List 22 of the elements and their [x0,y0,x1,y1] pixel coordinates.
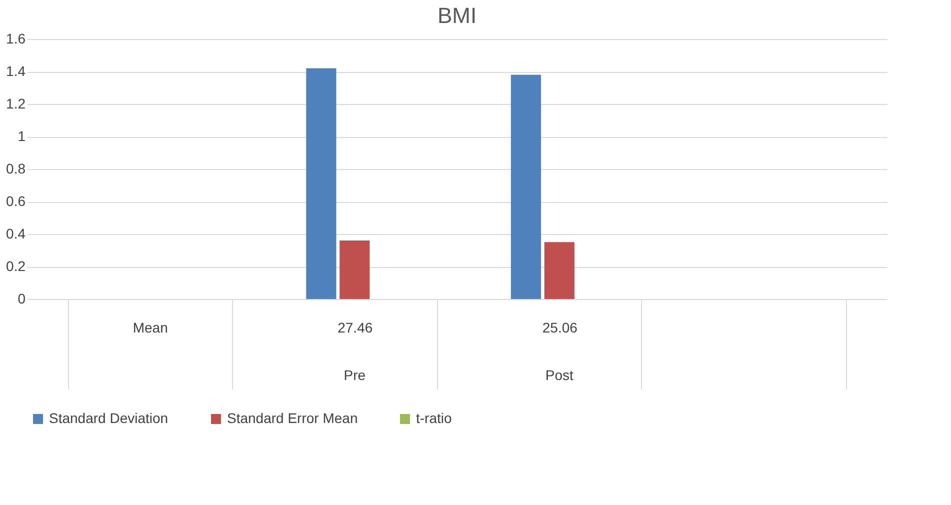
y-tick-label: 1.6 [6,30,26,46]
legend-label: t-ratio [416,410,452,426]
chart-title: BMI [437,3,477,28]
text: Post [545,367,574,383]
legend-label: Standard Deviation [49,410,168,426]
y-tick-label: 1.4 [6,63,26,79]
x-tick-label: 27.46 [338,320,373,336]
bar [510,74,541,299]
y-tick-label: 0.4 [6,226,26,242]
bar [544,242,574,299]
y-tick-label: 1 [18,128,26,144]
y-tick-label: 0 [18,290,26,306]
y-tick-label: 0.6 [6,193,26,209]
x-tick-label: 25.06 [542,320,578,336]
y-tick-label: 0.2 [6,258,26,274]
y-tick-label: 0.8 [6,160,26,176]
x-tick-label: Mean [132,320,168,336]
bar [340,240,370,299]
text: Pre [344,367,366,383]
legend-label: Standard Error Mean [227,410,358,426]
bar [306,68,336,299]
y-tick-label: 1.2 [6,96,26,112]
